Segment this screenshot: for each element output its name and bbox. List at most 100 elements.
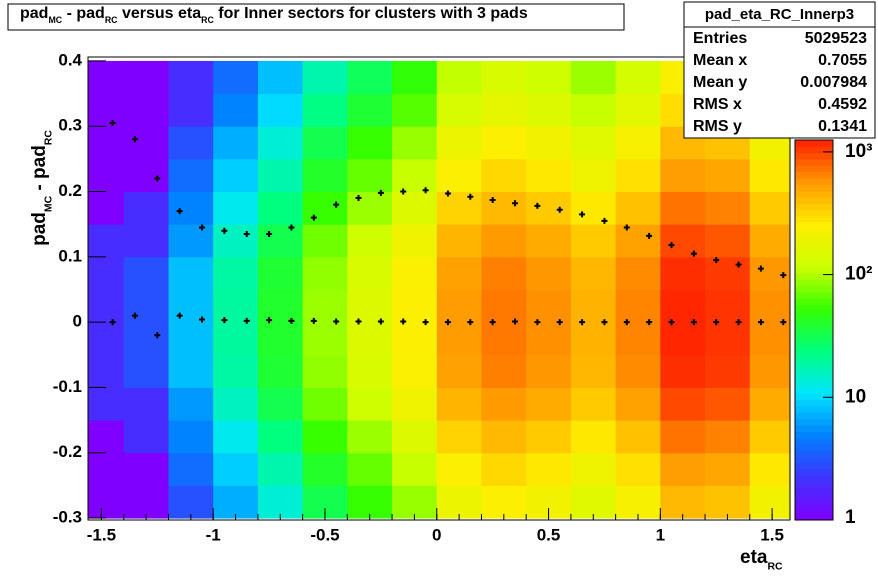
palette-step xyxy=(795,387,833,394)
heat-cell xyxy=(302,158,348,193)
marker xyxy=(333,318,340,325)
palette-step xyxy=(795,178,833,185)
heat-cell xyxy=(526,452,572,486)
marker xyxy=(221,227,228,234)
y-tick-label: 0.1 xyxy=(58,246,82,265)
marker xyxy=(154,175,161,182)
heat-cell xyxy=(660,354,706,388)
heat-cell xyxy=(88,224,125,258)
marker xyxy=(422,187,429,194)
heat-cell xyxy=(705,420,751,454)
heat-cell xyxy=(347,126,393,160)
marker xyxy=(154,332,161,339)
profile-point xyxy=(109,319,116,326)
heat-cell xyxy=(749,452,791,486)
heat-cell xyxy=(347,93,393,127)
palette-step xyxy=(795,260,833,268)
heat-cell xyxy=(615,60,661,95)
heat-cell xyxy=(302,289,348,323)
palette-step xyxy=(795,412,833,420)
marker xyxy=(377,189,384,196)
heat-cell xyxy=(392,224,438,258)
stats-box xyxy=(683,1,876,139)
profile-point xyxy=(646,319,653,326)
heat-cell xyxy=(213,289,259,323)
palette-step xyxy=(795,399,833,407)
profile-point xyxy=(221,227,228,234)
marker xyxy=(757,265,764,272)
y-tick-label: -0.3 xyxy=(53,508,82,527)
heat-cell xyxy=(615,485,661,519)
heat-cell xyxy=(526,420,572,454)
marker xyxy=(243,317,250,324)
palette-step xyxy=(795,216,833,223)
profile-point xyxy=(199,316,206,323)
profile-point xyxy=(288,317,295,324)
palette-step xyxy=(795,140,833,147)
marker xyxy=(668,319,675,326)
heat-cell xyxy=(347,322,393,356)
heat-cell xyxy=(213,485,259,519)
marker xyxy=(579,211,586,218)
profile-point xyxy=(489,197,496,204)
heat-cell xyxy=(168,420,214,454)
marker xyxy=(713,319,720,326)
heat-cell xyxy=(705,256,751,290)
profile-point xyxy=(780,272,787,279)
title-box xyxy=(7,3,625,31)
heat-cell xyxy=(481,126,527,160)
heat-cell xyxy=(168,354,214,388)
heat-cell xyxy=(168,126,214,160)
heat-cell xyxy=(347,256,393,290)
heat-cell xyxy=(392,289,438,323)
heat-cell xyxy=(302,452,348,486)
marker xyxy=(512,200,519,207)
profile-point xyxy=(199,224,206,231)
heat-cell xyxy=(257,387,304,421)
marker xyxy=(355,195,362,202)
palette-step xyxy=(795,330,833,337)
z-tick-label: 1 xyxy=(845,507,856,528)
profile-point xyxy=(512,200,519,207)
heat-cell xyxy=(392,158,438,193)
heat-cell xyxy=(436,420,482,454)
palette-step xyxy=(795,475,833,483)
heat-cell xyxy=(88,485,125,519)
marker xyxy=(556,319,563,326)
profile-point xyxy=(467,319,474,326)
heat-cell xyxy=(123,158,169,193)
heat-cell xyxy=(213,60,259,95)
plot-frame xyxy=(87,56,791,521)
heat-cell xyxy=(436,93,482,127)
palette-step xyxy=(795,463,833,470)
marker xyxy=(355,318,362,325)
profile-point xyxy=(131,312,138,319)
heat-cell xyxy=(749,485,791,519)
heat-cell xyxy=(213,354,259,388)
x-tick-label: -1 xyxy=(206,525,221,544)
y-tick-label: 0 xyxy=(73,312,82,331)
profile-point xyxy=(377,318,384,325)
heat-cell xyxy=(436,387,482,421)
heat-cell xyxy=(749,354,791,388)
heat-cell xyxy=(436,60,482,95)
heat-cell xyxy=(570,126,617,160)
heat-cell xyxy=(615,420,661,454)
heat-cell xyxy=(257,158,304,193)
heat-cell xyxy=(347,60,393,95)
marker xyxy=(467,193,474,200)
heat-cell xyxy=(302,93,348,127)
heat-cell xyxy=(168,485,214,519)
heat-cell xyxy=(615,93,661,127)
palette-step xyxy=(795,317,833,325)
heat-cell xyxy=(705,322,751,356)
palette-step xyxy=(795,380,833,388)
palette-step xyxy=(795,298,833,306)
marker xyxy=(199,224,206,231)
x-tick-label: 0.5 xyxy=(537,525,561,544)
marker xyxy=(400,318,407,325)
palette-step xyxy=(795,406,833,413)
marker xyxy=(534,319,541,326)
palette-step xyxy=(795,355,833,363)
heat-cell xyxy=(257,224,304,258)
